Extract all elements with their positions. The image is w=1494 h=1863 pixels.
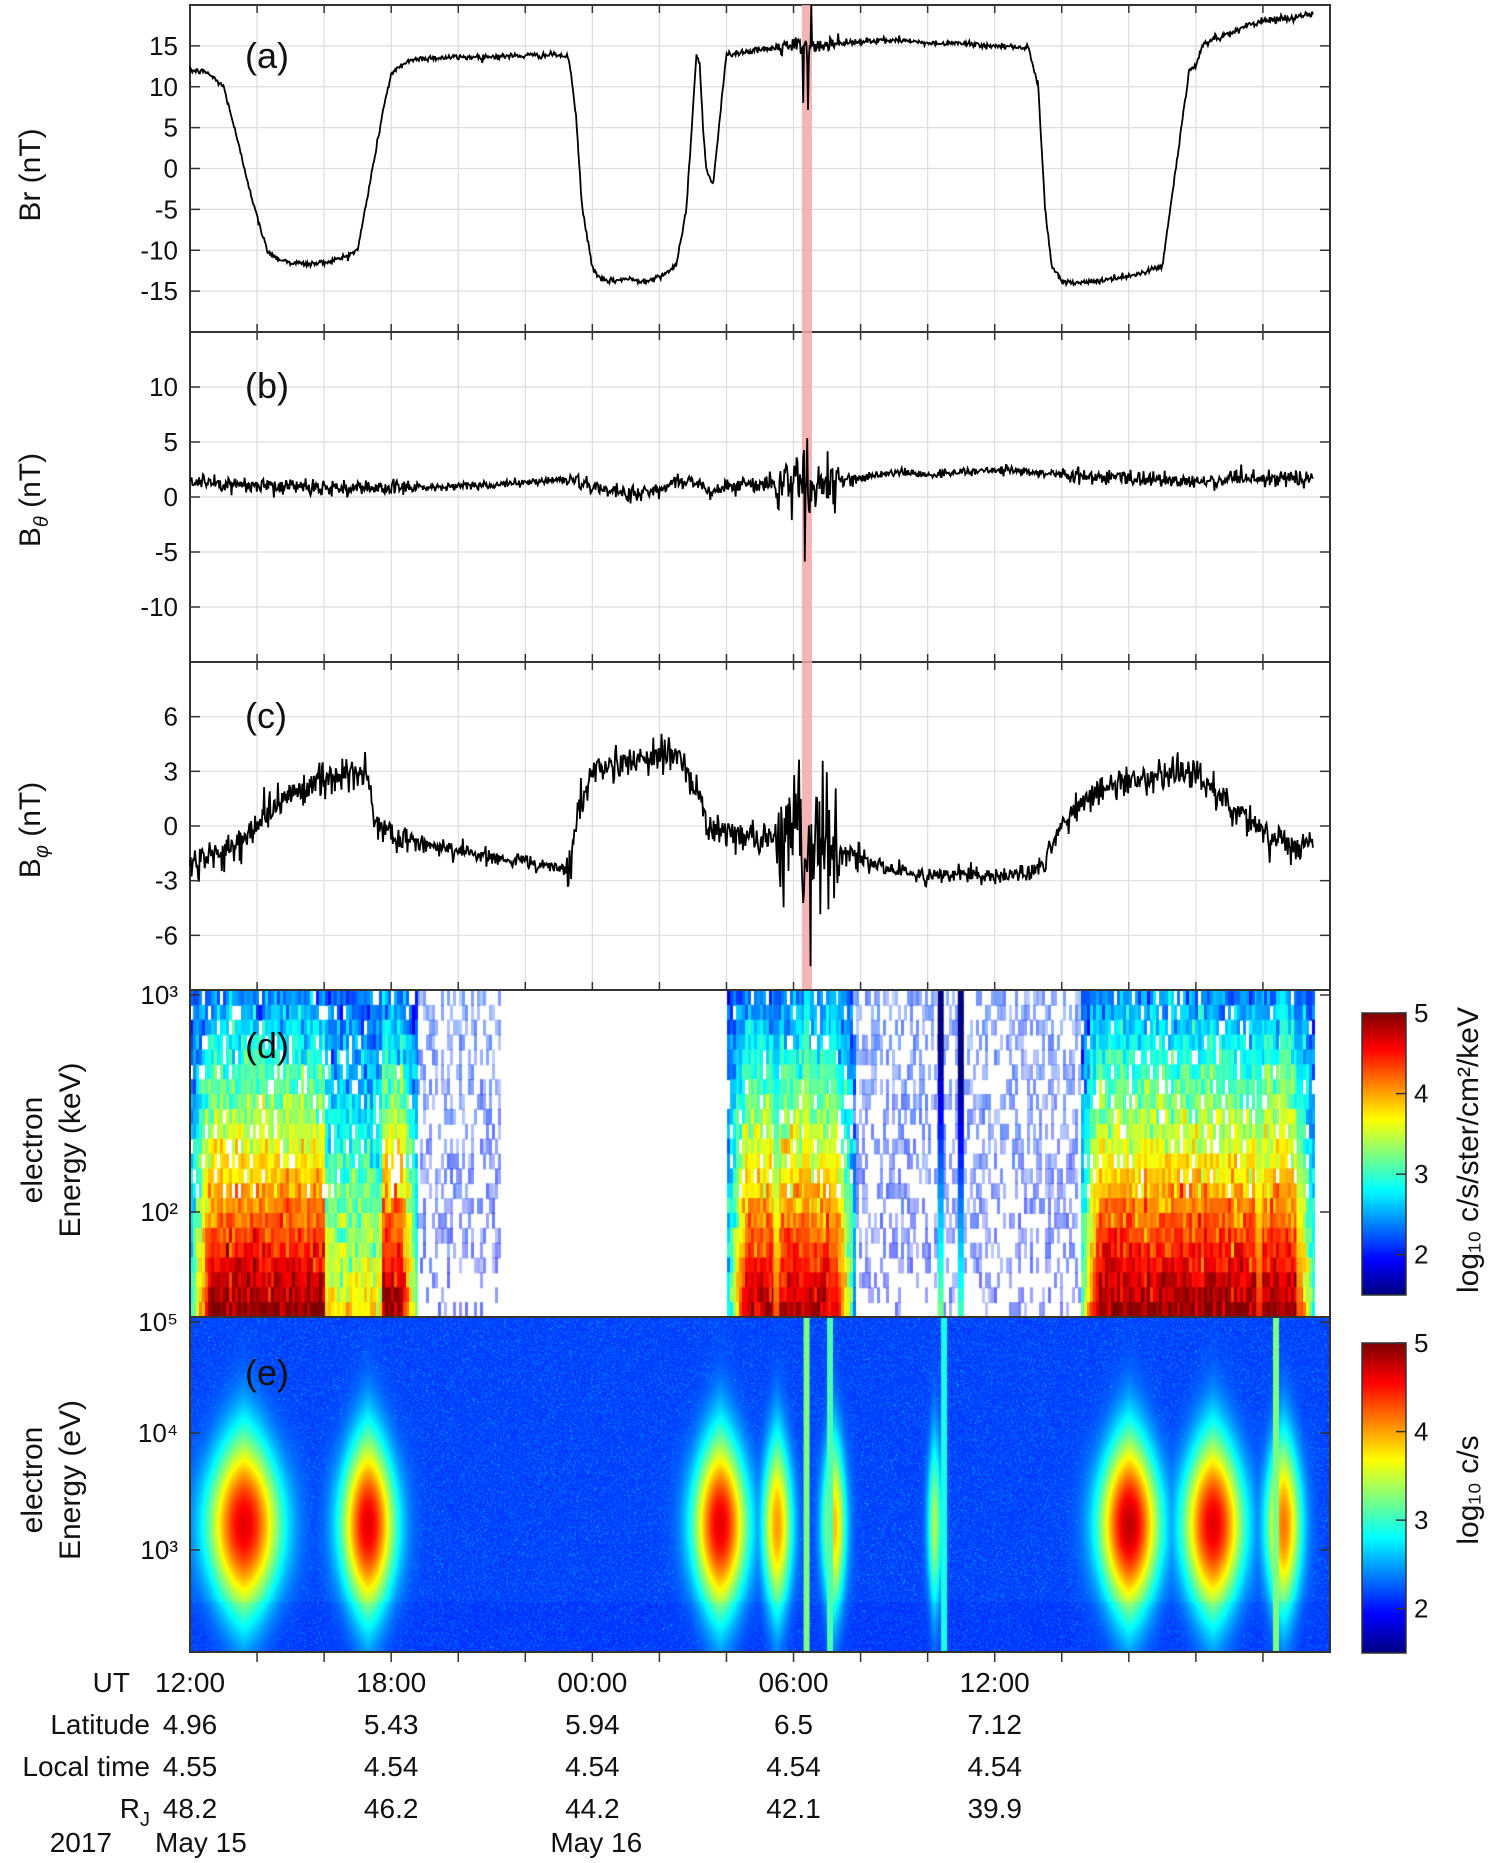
ytick-label: -6 — [155, 920, 178, 950]
row-value: 4.54 — [364, 1751, 419, 1782]
row-value: 46.2 — [364, 1793, 419, 1824]
date-label-1: May 15 — [155, 1827, 247, 1858]
row-value: 4.96 — [163, 1709, 218, 1740]
year-label: 2017 — [50, 1827, 112, 1858]
ut-label: UT — [93, 1667, 130, 1698]
ytick-label: 0 — [164, 811, 178, 841]
colorbar-e-frame — [1361, 1342, 1407, 1654]
ytick-label: 0 — [164, 154, 178, 184]
row-label-r: RJ — [120, 1793, 150, 1831]
colorbar-tick-label: 3 — [1414, 1505, 1428, 1535]
ytick-label: 3 — [164, 756, 178, 786]
panel-tag-c: (c) — [245, 695, 287, 736]
tick-layer: 15 10 5 0 -5 -10 -15 10 5 0 -5 -10 6 3 0 -3 -6 5 4 3 2 5 4 3 2 10… — [138, 5, 1428, 1662]
ytick-label: 10 — [149, 72, 178, 102]
colorbar-d-frame — [1361, 1012, 1407, 1296]
ytick-label: -5 — [155, 537, 178, 567]
colorbar-tick-label: 3 — [1414, 1159, 1428, 1189]
ytick-label: -10 — [140, 235, 178, 265]
colorbar-tick-label: 5 — [1414, 998, 1428, 1028]
ytick-label: -15 — [140, 276, 178, 306]
panel-tag-a: (a) — [245, 35, 289, 76]
colorbar-tick-label: 2 — [1414, 1240, 1428, 1270]
ylabel-e-line1: electron — [16, 1427, 49, 1534]
ylabel-b: Bθ (nT) — [14, 453, 53, 547]
ytick-label: -3 — [155, 866, 178, 896]
ylabel-d: electron Energy (keV) — [16, 1062, 87, 1237]
ut-tick-label: 18:00 — [356, 1667, 426, 1698]
date-label-2: May 16 — [550, 1827, 642, 1858]
ytick-label: 10⁴ — [138, 1418, 178, 1448]
row-value: 5.43 — [364, 1709, 419, 1740]
ytick-label: 5 — [164, 113, 178, 143]
highlight-layer — [801, 5, 812, 990]
row-value: 4.54 — [766, 1751, 821, 1782]
colorbar-d — [1362, 1013, 1406, 1295]
ut-tick-label: 12:00 — [155, 1667, 225, 1698]
row-label-local-time: Local time — [22, 1751, 150, 1782]
ut-tick-label: 12:00 — [960, 1667, 1030, 1698]
ytick-label: 10³ — [140, 1535, 178, 1565]
line-layer — [189, 4, 1314, 967]
ylabel-a: Br (nT) — [14, 128, 47, 221]
row-value: 4.54 — [565, 1751, 620, 1782]
ytick-label: 10 — [149, 372, 178, 402]
ytick-label: 10⁵ — [138, 1307, 178, 1337]
row-label-latitude: Latitude — [50, 1709, 150, 1740]
series-line-panel-a — [189, 4, 1314, 288]
ut-tick-label: 00:00 — [557, 1667, 627, 1698]
row-value: 4.54 — [967, 1751, 1022, 1782]
event-highlight-band — [801, 5, 812, 990]
row-value: 6.5 — [774, 1709, 813, 1740]
colorbar-e-label: log₁₀ c/s — [1452, 1435, 1485, 1544]
ytick-label: 0 — [164, 482, 178, 512]
row-value: 42.1 — [766, 1793, 821, 1824]
panel-e-frame — [189, 1316, 1331, 1653]
ytick-label: 5 — [164, 427, 178, 457]
colorbar-tick-label: 5 — [1414, 1328, 1428, 1358]
ytick-label: 6 — [164, 702, 178, 732]
ytick-label: 10² — [140, 1197, 178, 1227]
panel-e-heatmap — [190, 1317, 1330, 1652]
ylabel-e: electron Energy (eV) — [16, 1400, 87, 1560]
panel-d-heatmap-container — [190, 990, 1330, 1317]
ut-tick-label: 06:00 — [758, 1667, 828, 1698]
row-value: 4.55 — [163, 1751, 218, 1782]
series-line-panel-b — [189, 438, 1314, 562]
colorbar-tick-label: 4 — [1414, 1417, 1428, 1447]
row-value: 39.9 — [967, 1793, 1022, 1824]
ytick-label: 10³ — [140, 980, 178, 1010]
ylabel-e-line2: Energy (eV) — [54, 1400, 87, 1560]
panel-tag-e: (e) — [245, 1352, 289, 1393]
colorbar-tick-label: 2 — [1414, 1594, 1428, 1624]
ytick-label: 15 — [149, 31, 178, 61]
row-value: 7.12 — [967, 1709, 1022, 1740]
panel-d-heatmap — [190, 990, 1330, 1317]
ylabel-c: Bφ (nT) — [14, 782, 53, 878]
colorbar-e — [1362, 1343, 1406, 1653]
ylabel-d-line1: electron — [16, 1097, 49, 1204]
colorbar-d-label: log₁₀ c/s/ster/cm²/keV — [1452, 1007, 1485, 1293]
row-value: 48.2 — [163, 1793, 218, 1824]
colorbar-tick-label: 4 — [1414, 1079, 1428, 1109]
row-value: 5.94 — [565, 1709, 620, 1740]
colorbar-e-container — [1362, 1343, 1406, 1653]
colorbar-d-container — [1362, 1013, 1406, 1295]
ylabel-d-line2: Energy (keV) — [54, 1062, 87, 1237]
panel-tag-d: (d) — [245, 1025, 289, 1066]
panel-tag-b: (b) — [245, 365, 289, 406]
panel-e-heatmap-container — [190, 1317, 1330, 1652]
ytick-label: -5 — [155, 194, 178, 224]
ytick-label: -10 — [140, 592, 178, 622]
series-line-panel-c — [189, 733, 1314, 967]
row-value: 44.2 — [565, 1793, 620, 1824]
